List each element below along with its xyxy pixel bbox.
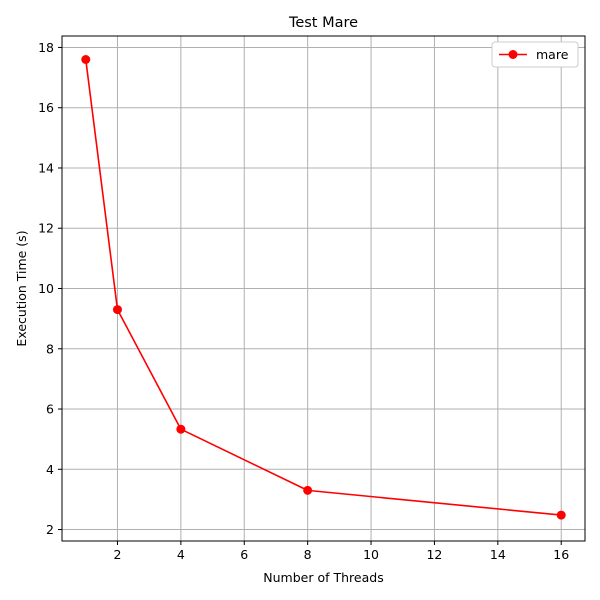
y-tick-label: 14 bbox=[38, 160, 54, 175]
y-tick-label: 18 bbox=[38, 40, 54, 55]
legend: mare bbox=[491, 41, 579, 68]
legend-box bbox=[491, 41, 579, 68]
y-axis-label: Execution Time (s) bbox=[14, 230, 29, 346]
legend-label: mare bbox=[536, 47, 569, 62]
y-tick-label: 12 bbox=[38, 221, 54, 236]
chart-title: Test Mare bbox=[288, 15, 358, 31]
legend-marker bbox=[508, 50, 518, 59]
data-point bbox=[556, 510, 566, 520]
y-tick-label: 8 bbox=[46, 341, 54, 356]
y-tick-label: 4 bbox=[46, 462, 54, 477]
data-point bbox=[81, 55, 91, 65]
x-tick-label: 14 bbox=[490, 547, 506, 562]
x-tick-label: 12 bbox=[426, 547, 442, 562]
y-tick-label: 6 bbox=[46, 402, 54, 417]
y-axis: 2 4 6 8 10 12 14 16 18 bbox=[38, 40, 62, 537]
x-tick-label: 8 bbox=[304, 547, 312, 562]
x-tick-label: 10 bbox=[363, 547, 379, 562]
y-tick-label: 10 bbox=[38, 281, 54, 296]
x-tick-label: 2 bbox=[113, 547, 121, 562]
grid bbox=[62, 36, 585, 541]
x-axis: 2 4 6 8 10 12 14 16 bbox=[113, 541, 569, 562]
data-point bbox=[176, 424, 186, 434]
x-axis-label: Number of Threads bbox=[263, 570, 383, 585]
y-tick-label: 2 bbox=[46, 522, 54, 537]
x-tick-label: 4 bbox=[177, 547, 185, 562]
y-tick-label: 16 bbox=[38, 100, 54, 115]
x-tick-label: 16 bbox=[553, 547, 569, 562]
data-point bbox=[112, 305, 122, 315]
x-tick-label: 6 bbox=[240, 547, 248, 562]
data-point bbox=[303, 485, 313, 495]
series-layer bbox=[81, 55, 566, 520]
